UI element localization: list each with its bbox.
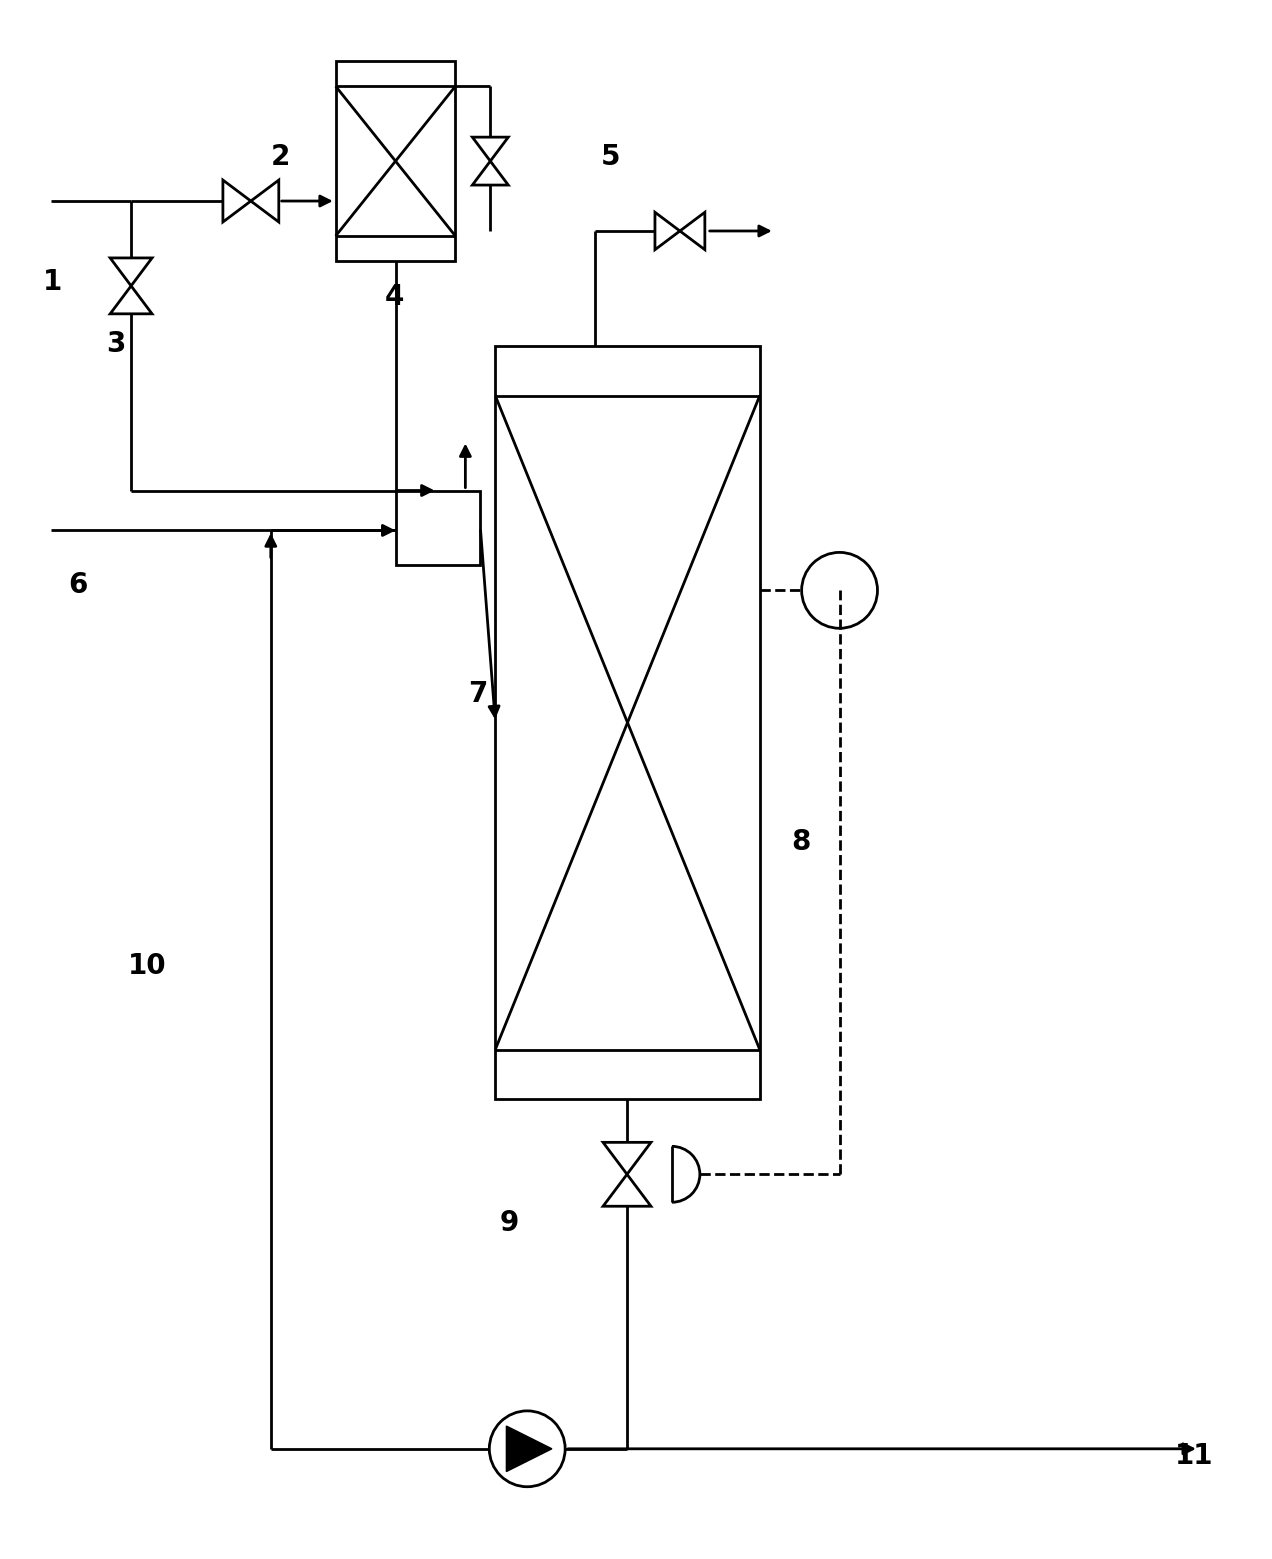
- Bar: [336, 61, 455, 260]
- Text: 10: 10: [128, 953, 167, 981]
- Text: 3: 3: [106, 331, 126, 357]
- Text: 7: 7: [468, 680, 487, 708]
- Text: 8: 8: [791, 828, 810, 856]
- Text: 5: 5: [600, 143, 621, 171]
- Text: 4: 4: [385, 284, 404, 312]
- Text: 9: 9: [500, 1210, 519, 1236]
- Polygon shape: [506, 1426, 552, 1472]
- Bar: [396, 491, 481, 566]
- Text: 6: 6: [67, 571, 88, 599]
- Text: 1: 1: [42, 268, 62, 296]
- Text: 11: 11: [1175, 1442, 1213, 1470]
- Bar: [495, 346, 759, 1099]
- Text: 2: 2: [271, 143, 290, 171]
